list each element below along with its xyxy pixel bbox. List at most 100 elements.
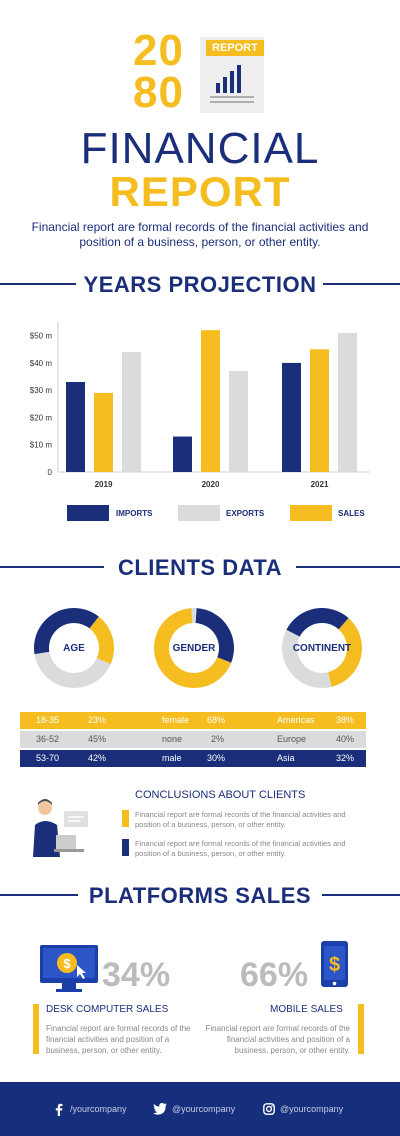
x-tick-label: 2019: [95, 480, 113, 489]
instagram-link[interactable]: @yourcompany: [280, 1104, 344, 1114]
table-row: 53-70 42% male 30% Asia 32%: [20, 750, 366, 767]
donut-segment: [195, 608, 234, 663]
mobile-phone-icon: $: [321, 941, 348, 987]
donut-label-continent: CONTINENT: [292, 643, 352, 654]
age-range: 53-70: [36, 753, 60, 763]
bar-exports-2021: [338, 332, 357, 472]
projection-bar-chart: 0 $10 m $20 m $30 m $40 m $50 m 2019 2020 2021: [30, 322, 370, 489]
donut-segment: [191, 608, 197, 624]
desktop-sales-text: Financial report are formal records of t…: [46, 1024, 191, 1055]
y-tick-label: $40 m: [30, 359, 53, 368]
y-tick-label: $30 m: [30, 386, 53, 395]
divider: [322, 894, 400, 896]
bar-sales-2019: [94, 392, 113, 472]
report-document-icon: REPORT: [200, 37, 264, 113]
table-row: 18-35 23% female 68% Americas 38%: [20, 712, 366, 729]
gender-label: none: [162, 734, 183, 744]
divider: [0, 894, 78, 896]
legend-label-exports: EXPORTS: [226, 509, 265, 518]
mobile-sales-title: MOBILE SALES: [270, 1004, 343, 1015]
legend-swatch-sales: [290, 505, 332, 521]
continent-label: Americas: [277, 715, 315, 725]
age-range: 36-52: [36, 734, 60, 744]
page-title-line2: REPORT: [109, 168, 291, 215]
gender-pct: 68%: [207, 715, 226, 725]
gender-label: male: [162, 753, 182, 763]
donut-segment: [282, 629, 332, 688]
legend-label-imports: IMPORTS: [116, 509, 153, 518]
donut-segment: [89, 616, 114, 665]
y-tick-label: $50 m: [30, 332, 53, 341]
facebook-link[interactable]: /yourcompany: [70, 1104, 127, 1114]
section-title-clients: CLIENTS DATA: [117, 555, 283, 580]
bar-imports-2019: [66, 382, 85, 472]
divider: [296, 566, 400, 568]
bar-exports-2020: [229, 371, 248, 472]
conclusion-text: Financial report are formal records of t…: [135, 810, 346, 829]
bar-imports-2020: [173, 436, 192, 472]
divider: [0, 283, 76, 285]
year-bottom: 80: [133, 68, 184, 117]
continent-pct: 32%: [336, 753, 355, 763]
svg-text:$: $: [63, 956, 71, 971]
svg-text:$: $: [329, 954, 340, 976]
donut-segment: [286, 608, 349, 637]
age-range: 18-35: [36, 715, 60, 725]
y-tick-label: $10 m: [30, 441, 53, 450]
clients-donut-charts: [34, 608, 363, 688]
conclusions-title: CONCLUSIONS ABOUT CLIENTS: [135, 789, 306, 801]
bar-chart-icon: [210, 65, 254, 103]
conclusion-marker: [122, 810, 129, 827]
bar-sales-2020: [201, 330, 220, 472]
desktop-computer-icon: $: [40, 945, 98, 992]
section-title-projection: YEARS PROJECTION: [83, 272, 317, 297]
age-pct: 23%: [88, 715, 107, 725]
legend-swatch-exports: [178, 505, 220, 521]
footer: /yourcompany @yourcompany @yourcompany: [0, 1082, 400, 1136]
legend-swatch-imports: [67, 505, 109, 521]
desktop-percentage: 34%: [102, 956, 171, 994]
mobile-percentage: 66%: [240, 956, 309, 994]
bar-sales-2021: [310, 349, 329, 472]
instagram-icon[interactable]: [263, 1103, 275, 1115]
donut-label-gender: GENDER: [172, 643, 216, 654]
page-subtitle: Financial report are formal records of t…: [31, 220, 369, 249]
report-badge: REPORT: [206, 40, 264, 56]
facebook-icon[interactable]: [55, 1103, 63, 1116]
conclusion-marker: [122, 839, 129, 856]
legend-label-sales: SALES: [338, 509, 365, 518]
twitter-icon[interactable]: [153, 1103, 167, 1115]
y-tick-label: 0: [48, 468, 53, 477]
bar-imports-2021: [282, 362, 301, 472]
continent-label: Asia: [277, 753, 295, 763]
divider: [323, 283, 400, 285]
continent-pct: 38%: [336, 715, 355, 725]
gender-pct: 2%: [211, 734, 225, 744]
page-title-line1: FINANCIAL: [80, 124, 320, 173]
x-tick-label: 2021: [311, 480, 329, 489]
desktop-sales-title: DESK COMPUTER SALES: [46, 1004, 169, 1015]
mobile-sales-text: Financial report are formal records of t…: [205, 1024, 350, 1055]
continent-pct: 40%: [336, 734, 355, 744]
x-tick-label: 2020: [202, 480, 220, 489]
donut-segment: [328, 618, 363, 687]
age-pct: 42%: [88, 753, 107, 763]
donut-segment: [34, 608, 99, 655]
accent-bar: [33, 1004, 39, 1054]
table-row: 36-52 45% none 2% Europe 40%: [20, 731, 366, 748]
bar-exports-2019: [122, 352, 141, 472]
donut-segment: [154, 608, 232, 688]
section-title-platforms: PLATFORMS SALES: [88, 883, 312, 908]
accent-bar: [358, 1004, 364, 1054]
twitter-link[interactable]: @yourcompany: [172, 1104, 236, 1114]
gender-pct: 30%: [207, 753, 226, 763]
divider: [0, 566, 104, 568]
donut-segment: [34, 651, 111, 688]
conclusion-text: Financial report are formal records of t…: [135, 839, 346, 858]
person-at-laptop-icon: [33, 799, 88, 857]
gender-label: female: [162, 715, 190, 725]
continent-label: Europe: [277, 734, 307, 744]
age-pct: 45%: [88, 734, 107, 744]
donut-label-age: AGE: [63, 643, 85, 654]
year-top: 20: [133, 26, 184, 75]
